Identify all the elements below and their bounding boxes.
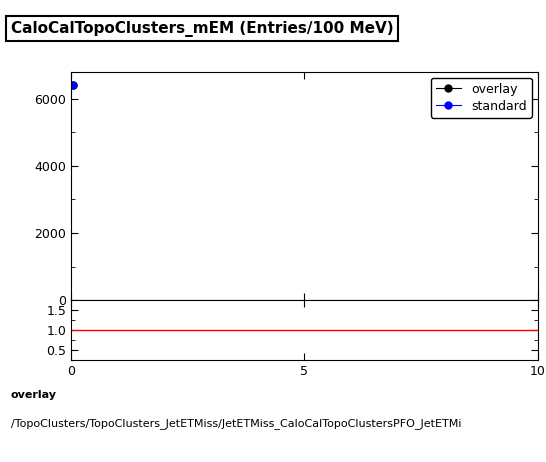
Text: /TopoClusters/TopoClusters_JetETMiss/JetETMiss_CaloCalTopoClustersPFO_JetETMi: /TopoClusters/TopoClusters_JetETMiss/Jet…: [11, 418, 461, 429]
Text: CaloCalTopoClusters_mEM (Entries/100 MeV): CaloCalTopoClusters_mEM (Entries/100 MeV…: [11, 21, 394, 37]
Legend: overlay, standard: overlay, standard: [431, 78, 532, 118]
Text: overlay: overlay: [11, 390, 57, 401]
